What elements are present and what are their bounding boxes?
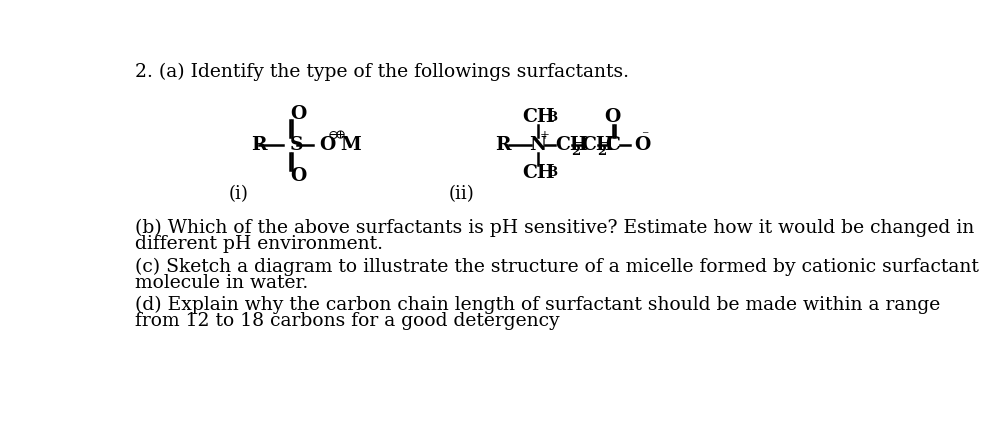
Text: from 12 to 18 carbons for a good detergency: from 12 to 18 carbons for a good deterge… [135, 312, 560, 330]
Text: +: + [540, 129, 550, 142]
Text: 2: 2 [571, 144, 581, 158]
Text: 3: 3 [548, 166, 557, 179]
Text: (d) Explain why the carbon chain length of surfactant should be made within a ra: (d) Explain why the carbon chain length … [135, 296, 941, 314]
Text: (c) Sketch a diagram to illustrate the structure of a micelle formed by cationic: (c) Sketch a diagram to illustrate the s… [135, 258, 979, 275]
Text: 3: 3 [548, 111, 557, 124]
Text: N: N [530, 136, 546, 154]
Text: 2. (a) Identify the type of the followings surfactants.: 2. (a) Identify the type of the followin… [135, 62, 629, 81]
Text: O: O [605, 108, 620, 126]
Text: R: R [495, 136, 510, 154]
Text: ⊖: ⊖ [328, 129, 339, 142]
Text: CH: CH [555, 136, 588, 154]
Text: O: O [319, 136, 336, 154]
Text: CH: CH [522, 108, 554, 126]
Text: S: S [290, 136, 303, 154]
Text: R: R [251, 136, 267, 154]
Text: 2: 2 [597, 144, 607, 158]
Text: O: O [634, 136, 650, 154]
Text: M: M [341, 136, 362, 154]
Text: ⊕: ⊕ [335, 129, 346, 142]
Text: different pH environment.: different pH environment. [135, 235, 383, 253]
Text: C: C [605, 136, 619, 154]
Text: (ii): (ii) [449, 185, 475, 203]
Text: (i): (i) [228, 185, 248, 203]
Text: CH: CH [522, 164, 554, 181]
Text: CH: CH [581, 136, 614, 154]
Text: molecule in water.: molecule in water. [135, 274, 308, 292]
Text: O: O [290, 167, 306, 185]
Text: ⁻: ⁻ [641, 129, 649, 143]
Text: (b) Which of the above surfactants is pH sensitive? Estimate how it would be cha: (b) Which of the above surfactants is pH… [135, 219, 974, 237]
Text: O: O [290, 105, 306, 123]
